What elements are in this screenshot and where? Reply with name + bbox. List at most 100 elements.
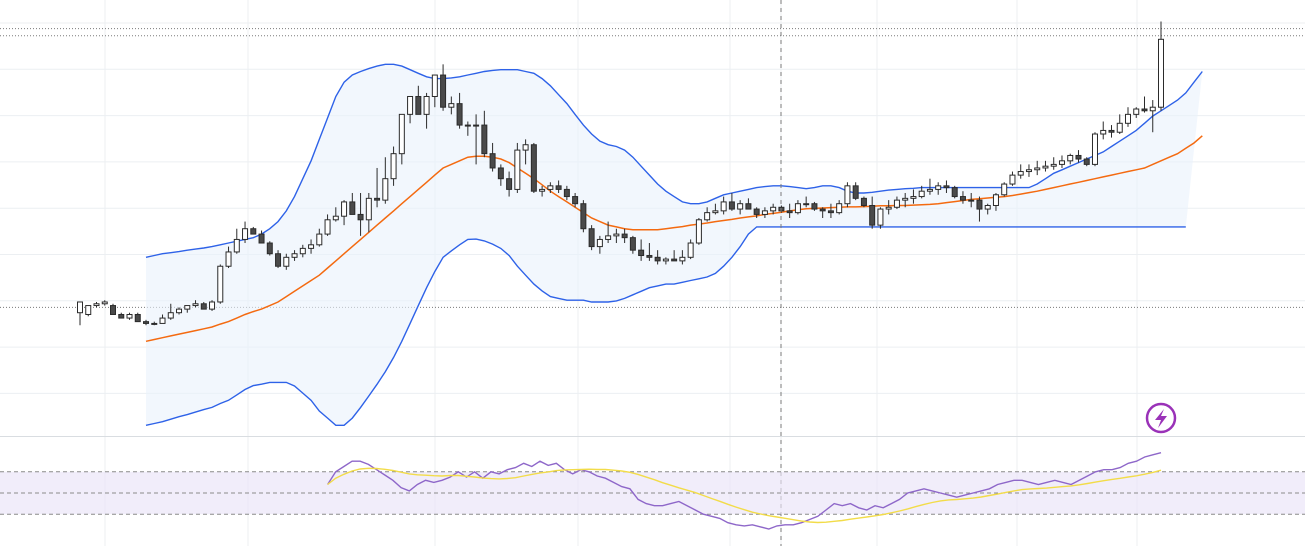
candle-body (1149, 106, 1156, 112)
candle (1058, 155, 1065, 168)
candle (819, 207, 826, 218)
candle (786, 203, 793, 218)
candle-body (646, 255, 653, 258)
candle (935, 182, 942, 195)
candle-body (101, 301, 108, 305)
candle-body (786, 210, 793, 214)
candle-body (638, 249, 645, 257)
candle (827, 203, 834, 218)
candle (943, 180, 950, 193)
candle-body (258, 233, 265, 244)
candle (745, 198, 752, 210)
candle (951, 185, 958, 199)
candle-body (1001, 183, 1008, 196)
candle-body (225, 251, 232, 267)
candle (341, 200, 348, 226)
candle-body (1009, 174, 1016, 185)
candle-body (448, 103, 455, 108)
candle (654, 250, 661, 265)
candle-body (662, 258, 669, 262)
candle-body (1100, 129, 1107, 135)
candle (233, 228, 240, 254)
candle-body (984, 204, 991, 210)
candle-body (159, 317, 166, 324)
candle-body (555, 185, 562, 190)
candle-body (167, 312, 174, 319)
candle-body (316, 233, 323, 246)
candle-body (869, 204, 876, 226)
candle-body (407, 95, 414, 115)
candle (143, 319, 150, 326)
candle-body (613, 233, 620, 237)
candle (547, 182, 554, 193)
candle-body (151, 322, 158, 325)
candle (266, 241, 273, 256)
candle-body (349, 201, 356, 215)
candle-body (85, 305, 92, 315)
bollinger-lower (145, 226, 1186, 426)
candle (110, 303, 117, 315)
candle (662, 257, 669, 265)
bollinger-middle (145, 135, 1203, 343)
candle-body (671, 258, 678, 262)
candle (497, 164, 504, 186)
candle (761, 207, 768, 218)
bollinger-bands (145, 63, 1203, 426)
candle (968, 192, 975, 208)
candle-body (761, 210, 768, 215)
candle-body (926, 188, 933, 192)
oscillator-line (327, 452, 1162, 530)
candle-body (539, 188, 546, 192)
candle-body (794, 203, 801, 214)
candle-body (1017, 171, 1024, 176)
candle-body (192, 303, 199, 307)
candle-body (233, 238, 240, 253)
bollinger-upper (145, 63, 1203, 258)
candle-body (572, 196, 579, 205)
candle (695, 218, 702, 245)
candle (1025, 164, 1032, 177)
candle (1075, 150, 1082, 163)
candle-body (77, 301, 83, 314)
candle-body (679, 256, 686, 262)
candle (1017, 164, 1024, 179)
candle (869, 196, 876, 229)
candle-body (217, 265, 224, 303)
candle-body (423, 95, 430, 115)
candle (415, 85, 422, 115)
candle (398, 113, 405, 165)
candle-body (250, 228, 257, 235)
candle (456, 92, 463, 129)
candle-body (514, 149, 521, 190)
candle-body (530, 144, 537, 192)
candle-body (415, 95, 422, 115)
candle-body (836, 203, 843, 214)
candle-body (968, 199, 975, 202)
candle-body (473, 124, 480, 127)
candle (852, 182, 859, 201)
candle (390, 146, 397, 186)
candle (431, 74, 438, 108)
candle (258, 230, 265, 244)
candle-body (935, 185, 942, 190)
candle-body (943, 185, 950, 189)
candle-body (1116, 122, 1123, 133)
candle-body (1025, 169, 1032, 173)
lightning-icon[interactable] (1145, 402, 1177, 434)
candle-body (440, 74, 447, 108)
candle (1100, 121, 1107, 140)
oscillator-panel (0, 452, 1305, 530)
candle (580, 200, 587, 233)
bollinger-fill (146, 64, 1203, 426)
candle (1149, 100, 1156, 133)
candle-body (844, 185, 851, 205)
candle (803, 196, 810, 208)
candle (687, 239, 694, 260)
lightning-icon-bolt (1155, 409, 1167, 428)
candle-body (819, 208, 826, 212)
candle-body (341, 201, 348, 217)
candle (720, 196, 727, 215)
candle (1034, 160, 1041, 176)
candle (134, 312, 141, 323)
